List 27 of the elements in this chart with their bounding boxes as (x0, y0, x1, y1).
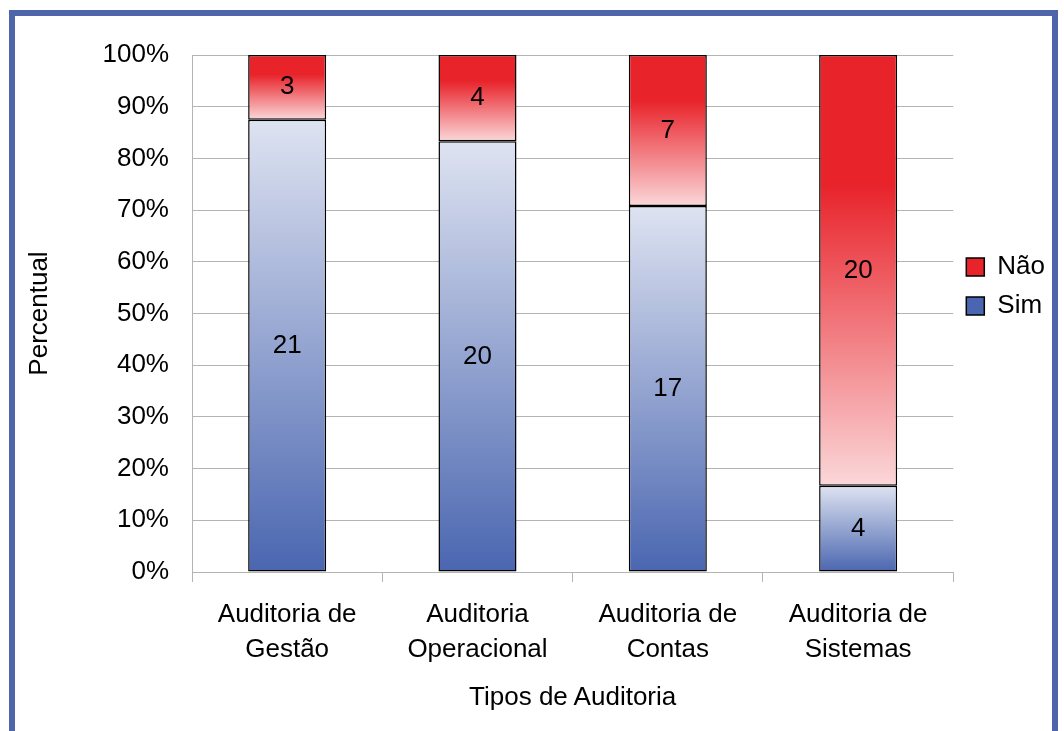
annotation: 4 (850, 511, 866, 542)
x-tick-label: Auditoria de Gestão (217, 597, 357, 663)
annotation: 17 (653, 371, 683, 402)
y-tick-label: 90% (116, 89, 169, 120)
x-axis-title: Tipos de Auditoria (469, 680, 677, 711)
y-tick-label: 100% (102, 38, 169, 69)
x-tick-label: Auditoria Operacional (407, 597, 548, 663)
y-tick-label: 10% (116, 503, 169, 534)
y-tick-label: 30% (116, 400, 169, 431)
annotation: 20 (463, 339, 492, 370)
y-tick-label: 60% (116, 244, 169, 275)
y-tick-label: 50% (116, 296, 169, 327)
annotation: 4 (470, 81, 485, 112)
y-axis-title: Percentual (22, 251, 53, 376)
y-tick-label: 20% (116, 451, 169, 482)
annotation: 7 (660, 113, 676, 144)
legend-label: Sim (997, 289, 1043, 320)
legend-label: Não (997, 250, 1046, 281)
y-tick-label: 40% (116, 348, 169, 379)
y-tick-label: 80% (116, 141, 169, 172)
annotation: 21 (272, 328, 302, 359)
annotation: 3 (279, 70, 295, 101)
x-tick-label: Auditoria de Contas (598, 597, 738, 663)
y-tick-label: 0% (131, 555, 169, 586)
annotation: 20 (843, 253, 873, 284)
y-tick-label: 70% (116, 193, 169, 224)
x-tick-label: Auditoria de Sistemas (788, 597, 928, 663)
